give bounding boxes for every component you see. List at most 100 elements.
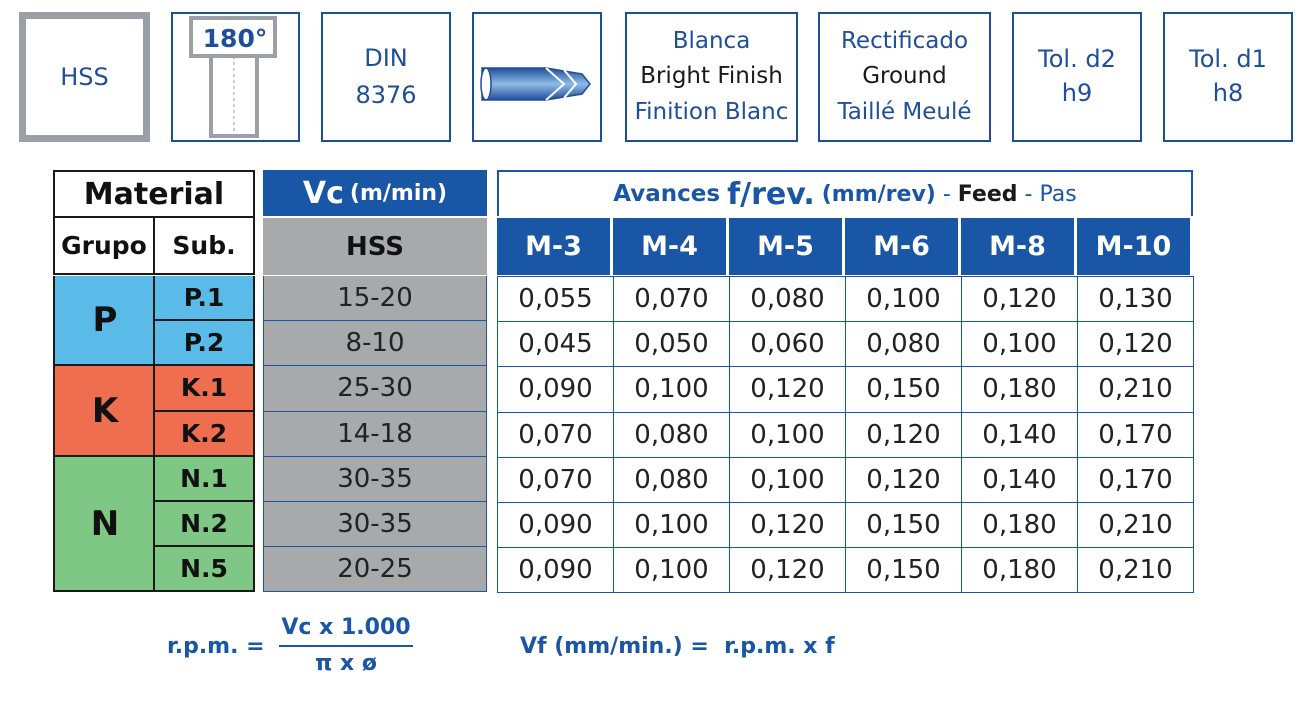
finish-box: Blanca Bright Finish Finition Blanc <box>625 12 798 142</box>
feed-header-pas: Pas <box>1039 181 1077 207</box>
feed-cell: 0,120 <box>845 411 962 458</box>
feed-cell: 0,090 <box>497 366 614 413</box>
feed-cell: 0,180 <box>961 366 1078 413</box>
sub-cell: N.1 <box>153 456 255 502</box>
vc-cell: 14-18 <box>263 411 487 457</box>
feed-cell: 0,090 <box>497 502 614 549</box>
sub-header: Sub. <box>153 216 255 275</box>
feed-cell: 0,120 <box>729 547 846 594</box>
feed-cell: 0,080 <box>729 276 846 323</box>
feed-cell: 0,120 <box>961 276 1078 323</box>
material-label: HSS <box>60 63 109 91</box>
vc-cell: 30-35 <box>263 502 487 548</box>
feed-cell: 0,100 <box>613 547 730 594</box>
feed-cell: 0,140 <box>961 456 1078 503</box>
feed-cell: 0,150 <box>845 547 962 594</box>
rpm-label: r.p.m. = <box>167 634 265 659</box>
group-cell-k: K <box>53 366 155 457</box>
sub-cell: N.2 <box>153 502 255 548</box>
feed-cell: 0,180 <box>961 502 1078 549</box>
material-header: Material <box>53 170 255 216</box>
grupo-header: Grupo <box>53 216 155 275</box>
vc-cell: 15-20 <box>263 276 487 322</box>
feed-cell: 0,050 <box>613 321 730 368</box>
finish-line-3: Finition Blanc <box>634 98 789 125</box>
feed-cell: 0,120 <box>1077 321 1194 368</box>
sub-cell: P.2 <box>153 321 255 367</box>
din-standard-box: DIN 8376 <box>321 12 451 142</box>
ground-line-1: Rectificado <box>840 27 969 54</box>
tol-d1-line-2: h8 <box>1212 79 1244 107</box>
feed-cell: 0,060 <box>729 321 846 368</box>
feed-cell: 0,080 <box>613 456 730 503</box>
feed-cell: 0,170 <box>1077 456 1194 503</box>
sub-cell: K.2 <box>153 411 255 457</box>
fraction-bar <box>279 645 413 647</box>
feed-cell: 0,150 <box>845 502 962 549</box>
finish-line-2: Bright Finish <box>640 63 783 90</box>
ground-line-2: Ground <box>862 63 947 90</box>
tolerance-d1-box: Tol. d1 h8 <box>1163 12 1293 142</box>
drill-angle-icon <box>189 16 277 138</box>
feed-cell: 0,100 <box>613 502 730 549</box>
tolerance-d2-box: Tol. d2 h9 <box>1012 12 1142 142</box>
feed-header-frev: f/rev. <box>727 176 815 212</box>
feed-header-dash-2: - <box>1024 181 1033 207</box>
feed-cell: 0,080 <box>613 411 730 458</box>
finish-line-1: Blanca <box>672 27 751 54</box>
size-header: M-8 <box>961 218 1074 275</box>
rpm-denominator: π x ø <box>314 651 378 676</box>
vc-label: Vc <box>302 175 344 211</box>
vc-cell: 8-10 <box>263 321 487 367</box>
drill-tool-icon <box>472 12 602 142</box>
vc-sub-header: HSS <box>263 216 487 275</box>
feed-cell: 0,210 <box>1077 502 1194 549</box>
group-cell-p: P <box>53 276 155 367</box>
feed-cell: 0,120 <box>845 456 962 503</box>
feed-cell: 0,090 <box>497 547 614 594</box>
feed-cell: 0,150 <box>845 366 962 413</box>
feed-header-feed: Feed <box>957 181 1018 207</box>
angle-label: 180° <box>202 24 268 53</box>
size-header: M-4 <box>613 218 726 275</box>
feed-cell: 0,210 <box>1077 366 1194 413</box>
vc-cell: 25-30 <box>263 366 487 412</box>
vc-unit: (m/min) <box>349 180 448 206</box>
sub-cell: P.1 <box>153 276 255 322</box>
feed-header-unit: (mm/rev) <box>821 181 936 207</box>
feed-cell: 0,120 <box>729 366 846 413</box>
feed-cell: 0,070 <box>497 411 614 458</box>
din-line-1: DIN <box>364 43 408 72</box>
sub-cell: N.5 <box>153 547 255 593</box>
feed-cell: 0,100 <box>961 321 1078 368</box>
feed-header-dash-1: - <box>942 181 951 207</box>
feed-cell: 0,070 <box>613 276 730 323</box>
feed-cell: 0,100 <box>729 411 846 458</box>
feed-header-avances: Avances <box>613 181 721 207</box>
feed-cell: 0,055 <box>497 276 614 323</box>
feed-cell: 0,100 <box>729 456 846 503</box>
ground-line-3: Taillé Meulé <box>837 98 972 125</box>
size-header: M-6 <box>845 218 958 275</box>
feed-header: Avances f/rev. (mm/rev) - Feed - Pas <box>497 170 1193 216</box>
size-header: M-5 <box>729 218 842 275</box>
feed-cell: 0,070 <box>497 456 614 503</box>
feed-cell: 0,210 <box>1077 547 1194 594</box>
feed-cell: 0,130 <box>1077 276 1194 323</box>
size-header: M-3 <box>497 218 610 275</box>
feed-cell: 0,170 <box>1077 411 1194 458</box>
vc-cell: 20-25 <box>263 547 487 593</box>
ground-box: Rectificado Ground Taillé Meulé <box>818 12 991 142</box>
vc-header: Vc (m/min) <box>263 170 487 216</box>
feed-cell: 0,100 <box>845 276 962 323</box>
feed-cell: 0,100 <box>613 366 730 413</box>
din-line-2: 8376 <box>355 81 417 109</box>
size-header: M-10 <box>1077 218 1190 275</box>
feed-cell: 0,140 <box>961 411 1078 458</box>
rpm-numerator: Vc x 1.000 <box>281 615 411 640</box>
feed-cell: 0,180 <box>961 547 1078 594</box>
tol-d2-line-2: h9 <box>1061 79 1093 107</box>
feed-cell: 0,045 <box>497 321 614 368</box>
feed-cell: 0,120 <box>729 502 846 549</box>
vf-formula: Vf (mm/min.) = r.p.m. x f <box>520 634 835 659</box>
